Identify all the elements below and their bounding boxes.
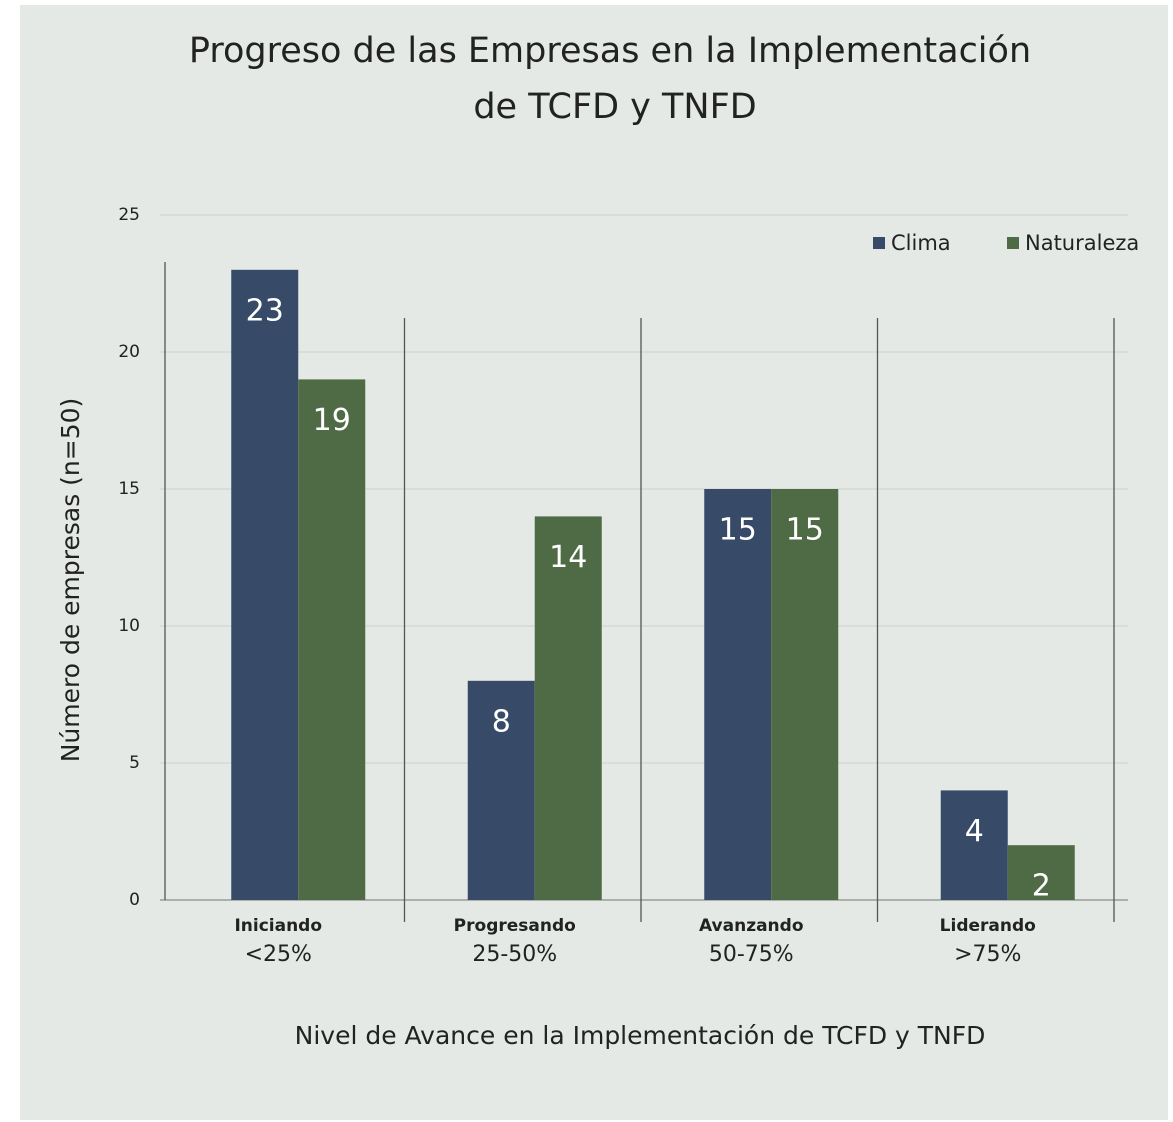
legend-swatch — [873, 237, 885, 249]
y-tick-label: 10 — [118, 616, 140, 636]
x-tick-label: Iniciando — [234, 916, 322, 936]
x-tick-sublabel: <25% — [245, 942, 312, 967]
bar — [704, 489, 772, 900]
data-label: 23 — [246, 293, 284, 328]
x-tick-label: Liderando — [940, 916, 1036, 936]
data-label: 2 — [1032, 869, 1051, 904]
legend-label: Clima — [891, 231, 951, 255]
x-tick-label: Avanzando — [699, 916, 804, 936]
y-tick-label: 20 — [118, 342, 140, 362]
x-tick-label: Progresando — [454, 916, 576, 936]
y-axis-title: Número de empresas (n=50) — [56, 398, 85, 763]
x-tick-sublabel: 25-50% — [472, 942, 557, 967]
data-label: 15 — [719, 513, 757, 548]
y-tick-label: 15 — [118, 479, 140, 499]
bar — [940, 790, 1008, 900]
bar — [298, 379, 366, 900]
legend-label: Naturaleza — [1025, 231, 1139, 255]
bar — [771, 489, 839, 900]
chart-title: de TCFD y TNFD — [473, 87, 756, 127]
bar — [467, 680, 535, 900]
chart-title: Progreso de las Empresas en la Implement… — [189, 31, 1031, 71]
data-label: 19 — [313, 403, 351, 438]
data-label: 8 — [492, 704, 511, 739]
y-tick-label: 0 — [129, 890, 140, 910]
legend-swatch — [1007, 237, 1019, 249]
data-label: 15 — [786, 513, 824, 548]
x-tick-sublabel: >75% — [954, 942, 1021, 967]
data-label: 4 — [965, 814, 984, 849]
data-label: 14 — [549, 540, 587, 575]
y-tick-label: 5 — [129, 753, 140, 773]
x-axis-title: Nivel de Avance en la Implementación de … — [295, 1021, 986, 1050]
bar — [231, 269, 299, 900]
bar — [534, 516, 602, 900]
bar — [1007, 845, 1075, 900]
y-tick-label: 25 — [118, 205, 140, 225]
x-tick-sublabel: 50-75% — [709, 942, 794, 967]
